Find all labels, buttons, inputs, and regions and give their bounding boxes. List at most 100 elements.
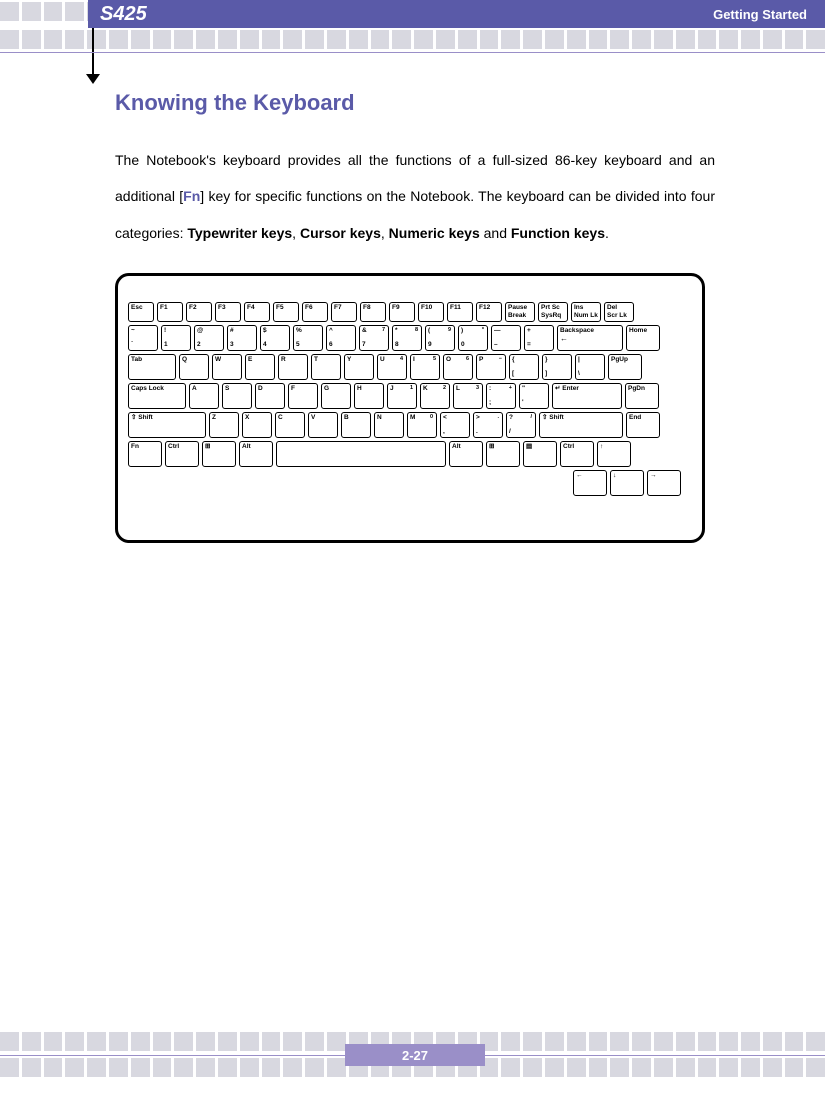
key: %5: [293, 325, 323, 351]
decor-square: [698, 1058, 717, 1077]
key: )0*: [458, 325, 488, 351]
key: T: [311, 354, 341, 380]
decor-square: [436, 30, 455, 49]
key: ~`: [128, 325, 158, 351]
key: R: [278, 354, 308, 380]
key: End: [626, 412, 660, 438]
key: !1: [161, 325, 191, 351]
key: F8: [360, 302, 386, 322]
key: H: [354, 383, 384, 409]
fn-key-label: Fn: [183, 188, 200, 204]
decor-square: [0, 1058, 19, 1077]
decor-square: [501, 1058, 520, 1077]
key: J1: [387, 383, 417, 409]
key: ▤: [523, 441, 557, 467]
key: F12: [476, 302, 502, 322]
decor-square: [305, 1058, 324, 1077]
key: "': [519, 383, 549, 409]
decor-square: [44, 30, 63, 49]
decor-square: [741, 1032, 760, 1051]
key: *88: [392, 325, 422, 351]
key: <,: [440, 412, 470, 438]
decor-square: [698, 30, 717, 49]
decor-square: [65, 30, 84, 49]
key: Esc: [128, 302, 154, 322]
key: ?//: [506, 412, 536, 438]
comma-1: ,: [292, 225, 300, 241]
key: Ctrl: [165, 441, 199, 467]
key: →: [647, 470, 681, 496]
section-title: Knowing the Keyboard: [115, 90, 715, 116]
decor-square: [131, 1058, 150, 1077]
key: PauseBreak: [505, 302, 535, 322]
decor-square: [676, 30, 695, 49]
decor-row-top-2: [0, 30, 825, 50]
decor-square: [785, 30, 804, 49]
decor-square: [567, 1058, 586, 1077]
key: Tab: [128, 354, 176, 380]
decor-square: [22, 30, 41, 49]
key: ⇧ Shift: [539, 412, 623, 438]
key: :;+: [486, 383, 516, 409]
key: Prt ScSysRq: [538, 302, 568, 322]
key: }]: [542, 354, 572, 380]
decor-square: [240, 30, 259, 49]
decor-square: [218, 30, 237, 49]
keyboard-row: FnCtrl⊞AltAlt⊞▤Ctrl↑: [128, 441, 692, 467]
key: F7: [331, 302, 357, 322]
key: F11: [447, 302, 473, 322]
key: ←: [573, 470, 607, 496]
key: F1: [157, 302, 183, 322]
decor-square: [523, 1032, 542, 1051]
decor-square: [785, 1058, 804, 1077]
key: Q: [179, 354, 209, 380]
decor-square: [65, 1032, 84, 1051]
key: PgDn: [625, 383, 659, 409]
decor-square: [196, 30, 215, 49]
keyboard-row: Caps LockASDFGHJ1K2L3:;+"'↵ EnterPgDn: [128, 383, 692, 409]
period: .: [605, 225, 609, 241]
decor-square: [610, 1032, 629, 1051]
keyboard-row: EscF1F2F3F4F5F6F7F8F9F10F11F12PauseBreak…: [128, 302, 692, 322]
key: W: [212, 354, 242, 380]
decor-square: [589, 1032, 608, 1051]
decor-square: [763, 1032, 782, 1051]
decor-square: [349, 30, 368, 49]
decor-square: [545, 1058, 564, 1077]
key: Z: [209, 412, 239, 438]
key: Y: [344, 354, 374, 380]
key: >..: [473, 412, 503, 438]
key: F10: [418, 302, 444, 322]
decor-square: [371, 30, 390, 49]
key: DelScr Lk: [604, 302, 634, 322]
key: PgUp: [608, 354, 642, 380]
key: Fn: [128, 441, 162, 467]
key: +=: [524, 325, 554, 351]
decor-square: [240, 1058, 259, 1077]
decor-square: [153, 1058, 172, 1077]
key: &77: [359, 325, 389, 351]
thin-line-top: [0, 52, 825, 53]
decor-square: [131, 30, 150, 49]
decor-square: [763, 1058, 782, 1077]
key: [276, 441, 446, 467]
decor-square: [763, 30, 782, 49]
decor-square: [87, 30, 106, 49]
keyboard-row: ~`!1@2#3$4%5^6&77*88(99)0*—–+=Backspace←…: [128, 325, 692, 351]
keyboard-row: ⇧ ShiftZXCVBNM0<,>..?//⇧ ShiftEnd: [128, 412, 692, 438]
key: —–: [491, 325, 521, 351]
header-section: Getting Started: [713, 7, 807, 22]
decor-square: [806, 30, 825, 49]
keyboard-row: ←↓→: [128, 470, 692, 496]
page-number: 2-27: [402, 1048, 428, 1063]
header-model: S425: [100, 3, 147, 26]
decor-square: [327, 30, 346, 49]
key: ↵ Enter: [552, 383, 622, 409]
decor-square: [632, 1032, 651, 1051]
decor-square: [806, 1032, 825, 1051]
decor-square: [196, 1032, 215, 1051]
decor-square: [109, 1032, 128, 1051]
key: {[: [509, 354, 539, 380]
decor-square: [44, 1032, 63, 1051]
key: Backspace←: [557, 325, 623, 351]
